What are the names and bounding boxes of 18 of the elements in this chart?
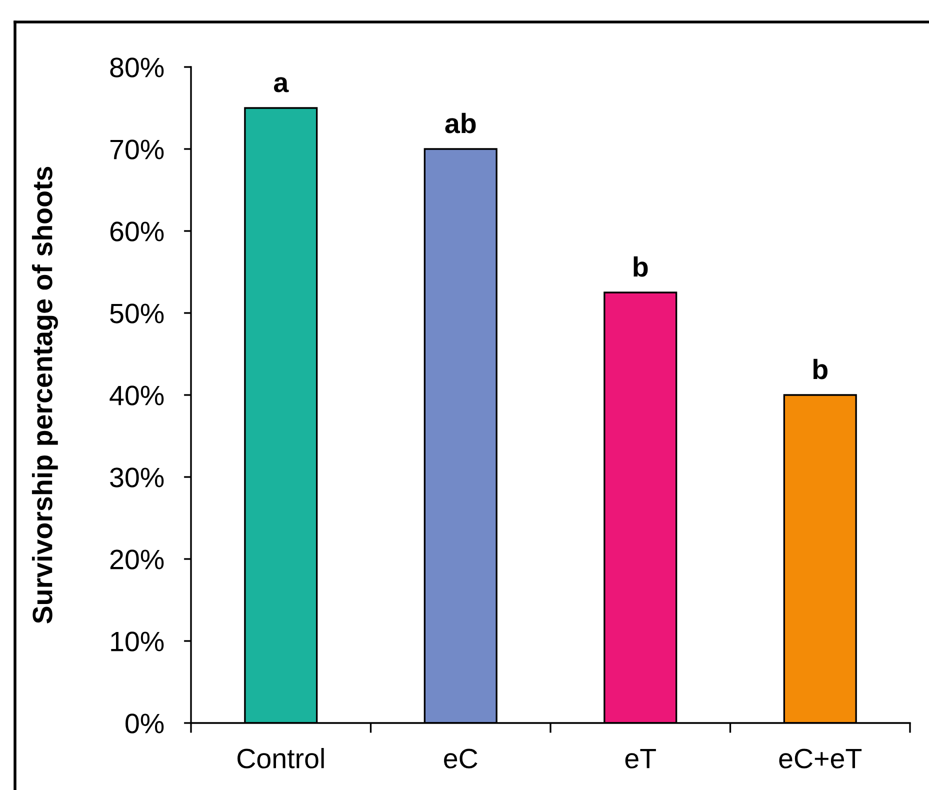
annotation: b	[813, 358, 828, 380]
y-axis-title: Survivorship percentage of shoots	[32, 166, 58, 624]
y-tick-label: 40%	[110, 386, 164, 406]
y-tick-label: 80%	[110, 58, 164, 78]
y-tick-label: 50%	[110, 304, 164, 324]
y-tick-label: 0%	[126, 714, 164, 734]
x-tick-label: eC	[444, 748, 478, 768]
y-tick-label: 20%	[110, 550, 164, 570]
x-tick-label: eT	[625, 749, 656, 768]
y-tick-label: 10%	[111, 632, 164, 652]
annotation: b	[634, 256, 648, 277]
y-tick-label: 60%	[110, 222, 164, 242]
annotation: a	[274, 77, 289, 92]
y-tick-label: 70%	[110, 140, 164, 160]
y-tick-label: 30%	[110, 468, 164, 488]
x-tick-label: eC+eT	[779, 748, 862, 768]
x-tick-label: Control	[238, 748, 324, 768]
annotation: ab	[445, 112, 476, 134]
